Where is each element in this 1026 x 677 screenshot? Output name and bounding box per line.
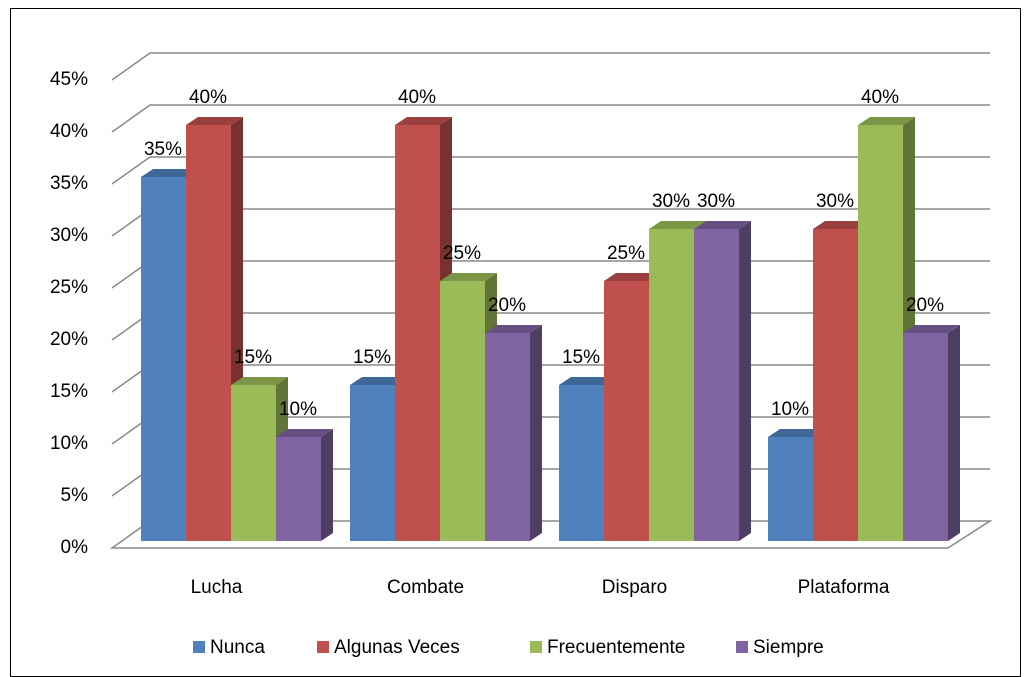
bar-top xyxy=(768,429,825,437)
bar-top xyxy=(186,117,243,125)
bar xyxy=(813,229,858,541)
y-tick-label: 20% xyxy=(50,329,88,350)
bar-top xyxy=(604,273,661,281)
bar-top xyxy=(694,221,751,229)
x-tick-label: Combate xyxy=(387,577,464,598)
y-tick-label: 25% xyxy=(50,277,88,298)
bar xyxy=(485,333,530,541)
data-label: 30% xyxy=(697,191,735,212)
legend-label: Algunas Veces xyxy=(334,637,460,658)
bar-top xyxy=(350,377,407,385)
bar-top xyxy=(141,169,198,177)
data-label: 20% xyxy=(906,295,944,316)
data-label: 10% xyxy=(771,399,809,420)
data-label: 15% xyxy=(353,347,391,368)
bar xyxy=(858,125,903,541)
data-label: 30% xyxy=(652,191,690,212)
legend-swatch xyxy=(193,641,205,653)
bar-top xyxy=(485,325,542,333)
legend-label: Frecuentemente xyxy=(547,637,685,658)
legend-swatch xyxy=(530,641,542,653)
x-tick-label: Plataforma xyxy=(798,577,890,598)
y-tick-label: 40% xyxy=(50,121,88,142)
x-tick-label: Disparo xyxy=(602,577,667,598)
bar-top xyxy=(276,429,333,437)
bar xyxy=(186,125,231,541)
grid-line xyxy=(111,104,990,133)
bar-side xyxy=(948,325,960,541)
bar-top xyxy=(903,325,960,333)
bar xyxy=(604,281,649,541)
bar xyxy=(276,437,321,541)
y-tick-label: 35% xyxy=(50,173,88,194)
bar xyxy=(141,177,186,541)
y-tick-label: 10% xyxy=(50,433,88,454)
grid-line xyxy=(111,156,990,185)
grid-line xyxy=(111,52,990,81)
data-label: 25% xyxy=(607,243,645,264)
bar-side xyxy=(530,325,542,541)
x-tick-label: Lucha xyxy=(191,577,243,598)
bar-top xyxy=(440,273,497,281)
bar-top xyxy=(231,377,288,385)
data-label: 40% xyxy=(398,87,436,108)
y-tick-label: 5% xyxy=(61,485,89,506)
data-label: 15% xyxy=(234,347,272,368)
bar xyxy=(440,281,485,541)
data-label: 25% xyxy=(443,243,481,264)
legend-swatch xyxy=(736,641,748,653)
bar-top xyxy=(813,221,870,229)
bar xyxy=(768,437,813,541)
data-label: 15% xyxy=(562,347,600,368)
y-tick-label: 45% xyxy=(50,69,88,90)
y-tick-label: 30% xyxy=(50,225,88,246)
bar xyxy=(694,229,739,541)
y-tick-label: 15% xyxy=(50,381,88,402)
bar xyxy=(395,125,440,541)
legend-swatch xyxy=(317,641,329,653)
data-label: 20% xyxy=(488,295,526,316)
data-label: 40% xyxy=(861,87,899,108)
bar-top xyxy=(649,221,706,229)
bar-top xyxy=(395,117,452,125)
y-tick-label: 0% xyxy=(61,537,89,558)
data-label: 35% xyxy=(144,139,182,160)
bar-side xyxy=(321,429,333,541)
legend-label: Siempre xyxy=(753,637,824,658)
bar xyxy=(350,385,395,541)
bar xyxy=(231,385,276,541)
legend-label: Nunca xyxy=(210,637,265,658)
bar xyxy=(903,333,948,541)
bar-side xyxy=(739,221,751,541)
floor xyxy=(109,520,993,549)
bar xyxy=(649,229,694,541)
data-label: 10% xyxy=(279,399,317,420)
bar-top xyxy=(858,117,915,125)
bar-top xyxy=(559,377,616,385)
data-label: 30% xyxy=(816,191,854,212)
data-label: 40% xyxy=(189,87,227,108)
bar xyxy=(559,385,604,541)
